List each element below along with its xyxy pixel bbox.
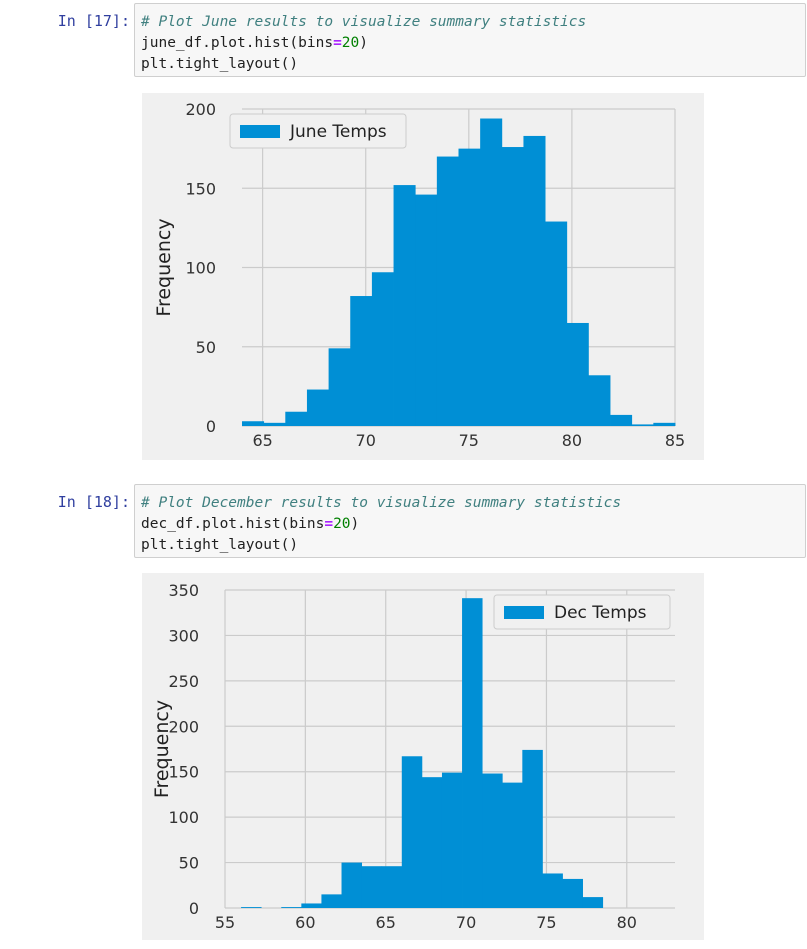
histogram-bar (502, 782, 523, 908)
y-axis-label: Frequency (151, 700, 173, 798)
code-line-layout: plt.tight_layout() (141, 537, 299, 553)
y-tick-label: 50 (179, 854, 199, 873)
x-tick-label: 65 (376, 913, 396, 932)
histogram-bar (328, 348, 351, 426)
x-tick-label: 75 (459, 431, 479, 450)
histogram-bar (421, 777, 443, 908)
legend-label: Dec Temps (554, 603, 647, 623)
histogram-bar (285, 411, 308, 426)
histogram-bar (482, 773, 503, 908)
histogram-bar (582, 897, 604, 908)
y-tick-label: 300 (168, 626, 199, 645)
histogram-bar (242, 421, 265, 426)
histogram-bar (401, 756, 423, 908)
code-line-comment: # Plot June results to visualize summary… (141, 12, 799, 33)
histogram-bar (562, 878, 583, 908)
legend-box (229, 113, 407, 149)
y-tick-label: 150 (185, 179, 216, 198)
x-tick-label: 55 (215, 913, 235, 932)
y-tick-label: 200 (168, 717, 199, 736)
histogram-bar (631, 424, 654, 426)
code-operator: = (324, 516, 334, 532)
cell-prompt: In [17]: (57, 12, 130, 30)
histogram-bar (566, 322, 589, 426)
y-tick-label: 0 (189, 899, 199, 918)
legend-label: June Temps (289, 122, 387, 142)
histogram-bar (381, 866, 403, 908)
histogram-bar (458, 148, 481, 426)
histogram-bar (522, 749, 543, 908)
code-line-layout: plt.tight_layout() (141, 56, 299, 72)
histogram-bar (588, 375, 611, 426)
x-tick-label: 65 (252, 431, 272, 450)
histogram-bar (436, 156, 459, 427)
legend-swatch (504, 606, 544, 619)
x-tick-label: 80 (617, 913, 637, 932)
chart-legend: June Temps (229, 113, 407, 149)
code-text: dec_df.plot.hist(bins (141, 516, 325, 532)
june-histogram: 65 70 75 80 85 0 50 100 150 200 Frequency June Temp… (142, 93, 704, 460)
x-tick-label: 70 (356, 431, 376, 450)
x-tick-label: 75 (536, 913, 556, 932)
y-tick-label: 100 (185, 259, 216, 278)
histogram-bar (415, 194, 438, 426)
chart-legend: Dec Temps (493, 594, 671, 630)
code-number: 20 (341, 35, 360, 51)
y-tick-label: 200 (185, 100, 216, 119)
code-operator: = (333, 35, 342, 51)
x-tick-label: 80 (562, 431, 582, 450)
code-comment: # Plot December results to visualize sum… (141, 495, 622, 511)
histogram-bar (281, 907, 302, 908)
histogram-bar (350, 296, 373, 426)
x-tick-label: 60 (295, 913, 315, 932)
histogram-bar (341, 862, 363, 908)
code-number: 20 (333, 516, 351, 532)
code-line-hist: dec_df.plot.hist(bins=20) (141, 514, 799, 535)
histogram-bar (321, 894, 342, 908)
x-tick-label: 70 (456, 913, 476, 932)
y-axis-label: Frequency (153, 218, 175, 316)
cell-prompt: In [18]: (57, 493, 130, 511)
december-histogram: 55 60 65 70 75 80 0 50 100 150 200 250 300 350 Frequen… (142, 573, 704, 940)
histogram-bar (306, 389, 329, 426)
x-tick-label: 85 (665, 431, 685, 450)
y-tick-label: 100 (168, 808, 199, 827)
histogram-bar (393, 185, 416, 426)
histogram-bar (462, 598, 483, 908)
code-line-comment: # Plot December results to visualize sum… (141, 493, 799, 514)
histogram-bar (361, 866, 383, 908)
y-tick-label: 0 (206, 417, 216, 436)
histogram-bar (301, 903, 322, 908)
histogram-bar (610, 414, 633, 426)
code-input[interactable]: # Plot December results to visualize sum… (134, 484, 806, 558)
y-tick-label: 150 (168, 763, 199, 782)
code-line-hist: june_df.plot.hist(bins=20) (141, 33, 799, 54)
histogram-bar (263, 422, 286, 426)
code-text: june_df.plot.hist(bins (141, 35, 334, 51)
histogram-bar (653, 422, 676, 426)
code-text: ) (359, 35, 368, 51)
y-tick-label: 50 (196, 338, 216, 357)
legend-swatch (240, 125, 280, 138)
histogram-bar (501, 147, 524, 426)
histogram-bar (480, 118, 503, 426)
code-input[interactable]: # Plot June results to visualize summary… (134, 3, 806, 77)
histogram-bar (371, 272, 394, 426)
legend-box (493, 594, 671, 630)
y-tick-label: 350 (168, 581, 199, 600)
histogram-bar (523, 135, 546, 426)
histogram-bar (241, 907, 262, 908)
y-tick-label: 250 (168, 672, 199, 691)
code-comment: # Plot June results to visualize summary… (141, 14, 587, 30)
histogram-bar (545, 221, 568, 426)
histogram-bar (441, 772, 463, 908)
histogram-bar (542, 873, 563, 908)
code-text: ) (350, 516, 360, 532)
